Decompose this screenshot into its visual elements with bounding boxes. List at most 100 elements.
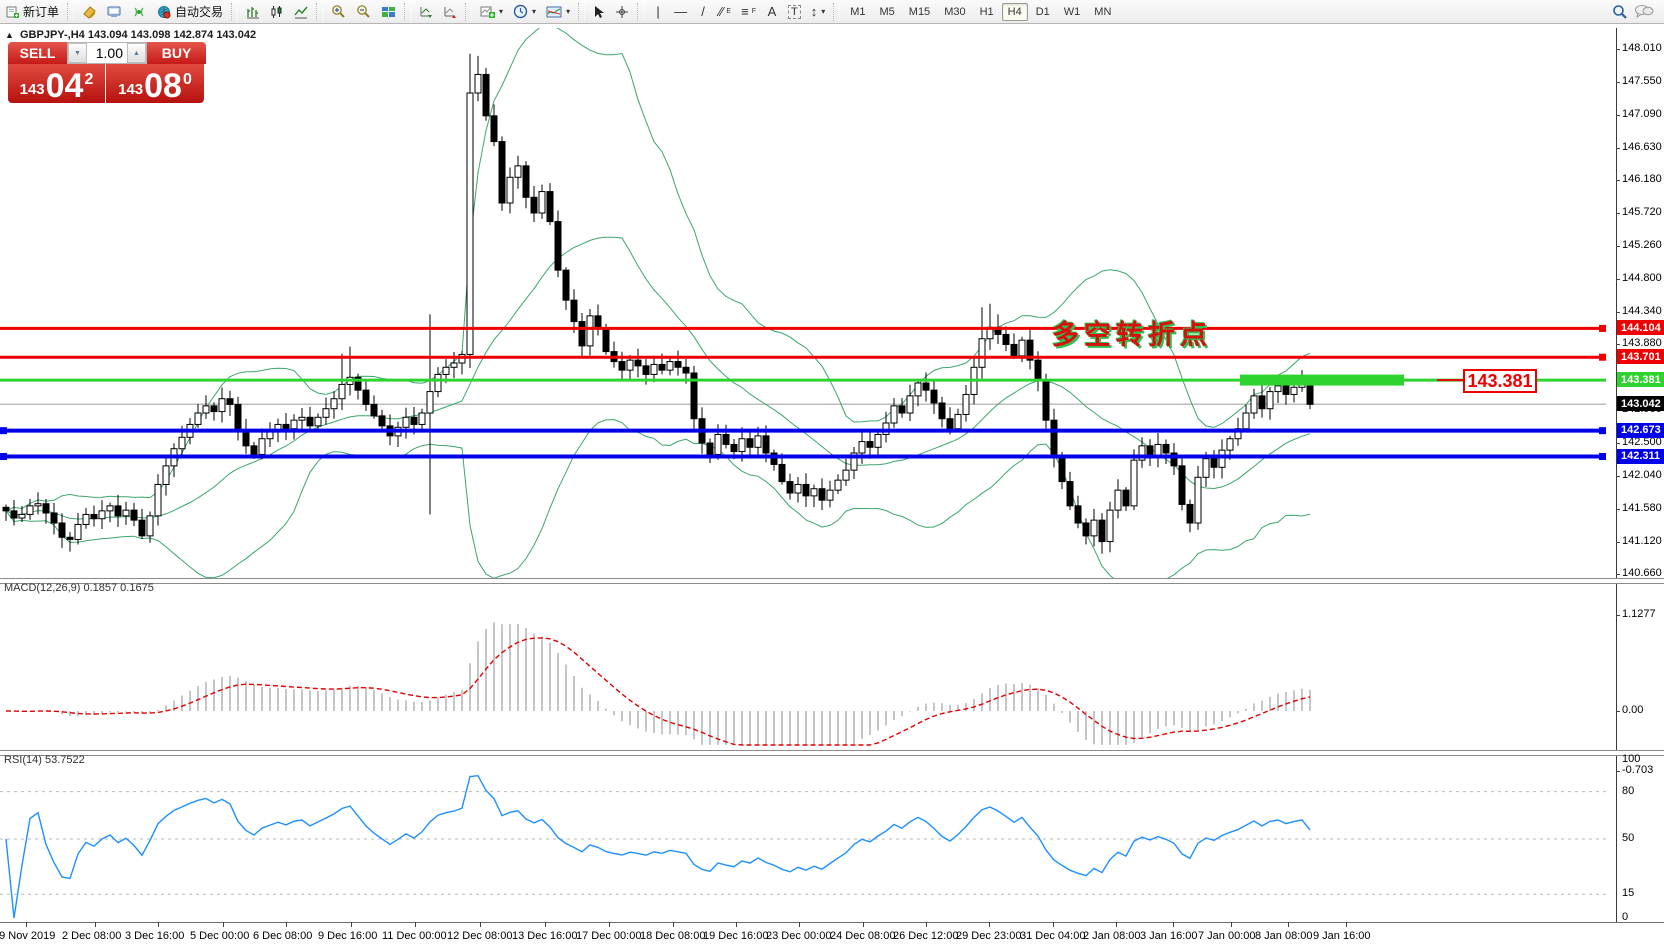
chart-shift-button[interactable] <box>439 2 461 22</box>
price-badge: 143.042 <box>1617 396 1664 412</box>
time-axis-label: 7 Jan 00:00 <box>1198 930 1256 942</box>
price-tick-label: 142.500 <box>1622 436 1662 448</box>
volume-stepper: ▼ 1.00 ▲ <box>67 42 147 64</box>
buy-button[interactable]: BUY <box>147 42 206 64</box>
time-axis-label: 29 Dec 23:00 <box>956 930 1022 942</box>
channel-button[interactable]: ⁄⁄ E <box>715 2 735 22</box>
macd-tick-label: 0.00 <box>1622 704 1644 716</box>
toolbar-right-group <box>1612 4 1662 20</box>
price-tick-mark <box>1616 82 1620 84</box>
time-axis-label: 23 Dec 00:00 <box>766 930 832 942</box>
text-icon: A <box>767 4 777 19</box>
timeframe-w1[interactable]: W1 <box>1063 5 1081 18</box>
fibo-sub: F <box>751 8 756 15</box>
search-icon[interactable] <box>1612 4 1628 20</box>
crosshair-icon <box>616 5 629 18</box>
time-axis-label: 9 Jan 16:00 <box>1313 930 1371 942</box>
main-chart-canvas[interactable] <box>0 28 1616 578</box>
sell-button[interactable]: SELL <box>8 42 67 64</box>
time-axis-label: 12 Dec 08:00 <box>447 930 513 942</box>
zoom-in-button[interactable] <box>327 2 350 22</box>
time-tick-mark <box>1116 922 1117 927</box>
indicators-button[interactable]: ▾ <box>542 2 574 22</box>
text-label-button[interactable]: T <box>784 2 805 22</box>
data-window-button[interactable] <box>103 2 126 22</box>
time-axis-label: 5 Dec 00:00 <box>190 930 250 942</box>
auto-scroll-button[interactable] <box>415 2 437 22</box>
timeframe-h4[interactable]: H4 <box>1001 2 1028 21</box>
separator <box>637 2 645 21</box>
timeframe-h1[interactable]: H1 <box>979 5 994 18</box>
price-tick-label: 146.180 <box>1622 173 1662 186</box>
timeframe-m30[interactable]: M30 <box>944 5 966 18</box>
new-order-button[interactable]: 新订单 <box>2 2 63 22</box>
vertical-line-icon: | <box>656 4 660 19</box>
arrows-button[interactable]: ↕ ▾ <box>807 2 830 22</box>
trendline-button[interactable]: / <box>693 2 713 22</box>
crosshair-button[interactable] <box>611 2 633 22</box>
sell-price[interactable]: 143 04 2 <box>8 64 106 103</box>
trendline-icon: / <box>701 4 705 19</box>
price-badge: 142.311 <box>1617 448 1664 464</box>
buy-price-pips: 08 <box>144 67 182 105</box>
timeframe-mn[interactable]: MN <box>1094 5 1112 18</box>
indicators-icon <box>546 6 562 17</box>
timeframe-m1[interactable]: M1 <box>850 5 866 18</box>
symbol-name: GBPJPY-,H4 <box>19 29 85 41</box>
time-axis-label: 29 Nov 2019 <box>0 930 56 942</box>
macd-canvas[interactable] <box>0 582 1616 748</box>
time-tick-mark <box>989 922 990 927</box>
new-chart-icon <box>480 6 496 18</box>
vertical-line-button[interactable]: | <box>648 2 668 22</box>
price-tick-label: 147.550 <box>1622 75 1662 88</box>
line-chart-button[interactable] <box>290 2 312 22</box>
zoom-out-icon <box>357 5 370 18</box>
chart-annotation-text[interactable]: 多空转折点 <box>1052 320 1212 350</box>
separator <box>316 2 324 21</box>
horizontal-line-icon: — <box>674 4 688 19</box>
periods-button[interactable]: ▾ <box>509 2 540 22</box>
rsi-canvas[interactable] <box>0 754 1616 920</box>
styler-button[interactable] <box>78 2 101 22</box>
channel-sub: E <box>726 8 732 15</box>
time-axis-label: 2 Dec 08:00 <box>62 930 122 942</box>
buy-price[interactable]: 143 08 0 <box>106 64 204 103</box>
time-axis-label: 17 Dec 00:00 <box>576 930 642 942</box>
time-tick-mark <box>545 922 546 927</box>
time-axis-label: 3 Dec 16:00 <box>125 930 185 942</box>
rsi-splitter[interactable] <box>0 750 1664 756</box>
price-tag-label[interactable]: 143.381 <box>1463 369 1537 393</box>
autotrade-label: 自动交易 <box>175 5 224 19</box>
timeframe-m15[interactable]: M15 <box>908 5 931 18</box>
bar-chart-button[interactable] <box>242 2 264 22</box>
chat-icon[interactable] <box>1634 4 1654 19</box>
signals-button[interactable] <box>128 2 151 22</box>
volume-decrease-button[interactable]: ▼ <box>68 43 87 63</box>
price-tick-label: 141.580 <box>1622 501 1662 514</box>
text-label-icon: T <box>787 4 801 19</box>
new-chart-button[interactable]: ▾ <box>476 2 507 22</box>
volume-value[interactable]: 1.00 <box>95 45 123 61</box>
horizontal-line-button[interactable]: — <box>670 2 691 22</box>
macd-splitter[interactable] <box>0 578 1664 584</box>
tile-windows-button[interactable] <box>377 2 400 22</box>
timeframe-d1[interactable]: D1 <box>1035 5 1050 18</box>
price-tick-label: 140.660 <box>1622 567 1662 580</box>
symbol-header: ▲ GBPJPY-,H4 143.094 143.098 142.874 143… <box>5 29 256 41</box>
autotrade-button[interactable]: 自动交易 <box>153 2 227 22</box>
price-tick-label: 146.630 <box>1622 141 1662 153</box>
bar-chart-icon <box>247 6 260 18</box>
price-tick-mark <box>1616 148 1620 149</box>
candlestick-chart-button[interactable] <box>266 2 288 22</box>
text-button[interactable]: A <box>762 2 782 22</box>
volume-increase-button[interactable]: ▲ <box>127 43 146 63</box>
zoom-out-button[interactable] <box>352 2 375 22</box>
timeframe-m5[interactable]: M5 <box>879 5 895 18</box>
cursor-button[interactable] <box>589 2 609 22</box>
time-tick-mark <box>480 922 481 927</box>
signal-icon <box>134 7 144 16</box>
sell-price-pips: 04 <box>45 67 84 105</box>
fibonacci-button[interactable]: ≡ F <box>737 2 760 22</box>
price-tick-mark <box>1616 180 1620 182</box>
buy-price-point: 0 <box>182 71 192 88</box>
